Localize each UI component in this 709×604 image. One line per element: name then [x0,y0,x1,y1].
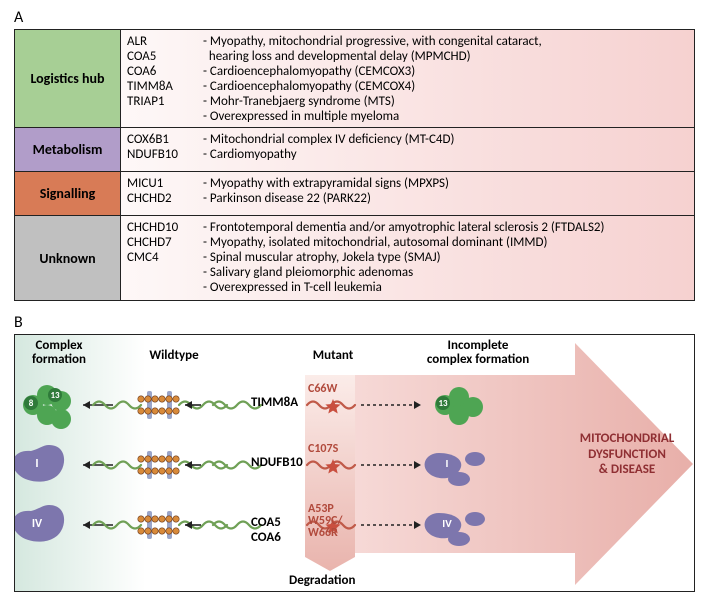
disease-label: - Mohr-Tranebjaerg syndrome (MTS) [203,94,688,109]
disease-label: - Cardioencephalomyopathy (CEMCOX3) [203,64,688,79]
data-column: ALRCOA5COA6TIMM8ATRIAP1 - Myopathy, mitoc… [121,30,694,300]
panel-a-table: Logistics hubMetabolismSignallingUnknown… [14,29,695,301]
category-column: Logistics hubMetabolismSignallingUnknown [15,30,121,300]
svg-text:IV: IV [442,517,452,530]
table-row: CHCHD10CHCHD7CMC4- Frontotemporal dement… [121,216,694,300]
category-unknown: Unknown [15,216,120,300]
gene-label: NDUFB10 [127,147,203,162]
mito-dysfunction-label: MITOCHONDRIALDYSFUNCTION& DISEASE [567,431,687,478]
disease-label: - Spinal muscular atrophy, Jokela type (… [203,250,688,265]
gene-label: CHCHD10 [127,220,203,235]
disease-label: - Overexpressed in T-cell leukemia [203,280,688,295]
disease-label: - Parkinson disease 22 (PARK22) [203,191,688,206]
gene-row-label: NDUFB10 [251,455,309,470]
mutation-label: C107S [308,443,358,455]
category-metabolism: Metabolism [15,128,120,172]
table-row: MICU1CHCHD2- Myopathy with extrapyramida… [121,172,694,216]
category-signalling: Signalling [15,172,120,216]
panel-b-label: B [14,313,695,332]
header-incomplete-complex: Incompletecomplex formation [413,339,543,368]
degradation-label: Degradation [289,573,379,588]
disease-label: - Salivary gland pleiomorphic adenomas [203,265,688,280]
mutation-label: A53PW59C/W66R [308,503,358,539]
gene-label: TRIAP1 [127,94,203,109]
disease-label: - Myopathy, isolated mitochondrial, auto… [203,235,688,250]
gene-label: COA5 [127,49,203,64]
header-wildtype: Wildtype [139,349,209,363]
svg-text:8: 8 [29,398,34,409]
disease-label: - Cardiomyopathy [203,147,688,162]
gene-label: COA6 [127,64,203,79]
category-logistics-hub: Logistics hub [15,30,120,128]
disease-label: - Overexpressed in multiple myeloma [203,109,688,124]
gene-label: CMC4 [127,250,203,265]
svg-text:IV: IV [32,517,43,531]
svg-text:I: I [446,457,449,470]
gene-row-label: COA5COA6 [251,515,309,545]
svg-text:13: 13 [438,398,448,409]
disease-label: - Mitochondrial complex IV deficiency (M… [203,132,688,147]
gene-label: TIMM8A [127,79,203,94]
gene-row-label: TIMM8A [251,395,309,410]
disease-label: - Myopathy, mitochondrial progressive, w… [203,34,688,49]
gene-label: COX6B1 [127,132,203,147]
header-complex-formation: Complexformation [21,339,97,368]
svg-text:I: I [35,457,38,471]
disease-label: - Cardioencephalomyopathy (CEMCOX4) [203,79,688,94]
mutation-label: C66W [308,383,358,395]
header-mutant: Mutant [305,349,361,363]
gene-label: MICU1 [127,176,203,191]
table-row: COX6B1NDUFB10- Mitochondrial complex IV … [121,128,694,172]
disease-label: - Frontotemporal dementia and/or amyotro… [203,220,688,235]
panel-b-diagram: 8 13 13 I I IV IV Complexformation Wildtype Mutan… [14,334,695,592]
panel-a-label: A [14,8,695,27]
table-row: ALRCOA5COA6TIMM8ATRIAP1 - Myopathy, mitoc… [121,30,694,128]
gene-label: CHCHD7 [127,235,203,250]
disease-label: - Myopathy with extrapyramidal signs (MP… [203,176,688,191]
svg-text:13: 13 [50,390,60,401]
gene-label: ALR [127,34,203,49]
disease-label: hearing loss and developmental delay (MP… [203,49,688,64]
gene-label: CHCHD2 [127,191,203,206]
